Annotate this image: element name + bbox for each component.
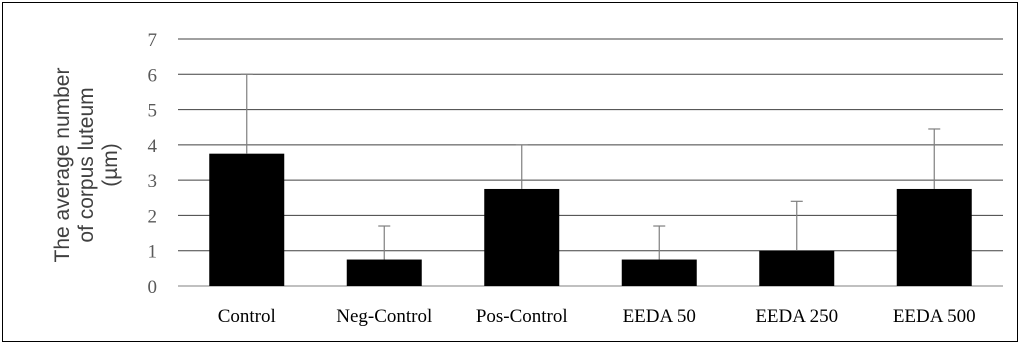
y-tick-label: 2 [148,206,158,227]
y-tick-label: 5 [148,101,158,122]
bar-neg-control [346,259,422,286]
x-category-label: EEDA 50 [623,306,696,327]
bar-eeda-50 [621,259,697,286]
x-category-label: EEDA 500 [893,306,976,327]
y-tick-label: 7 [148,30,158,51]
bars [209,153,972,286]
bar-control [209,153,285,286]
y-axis-title-line-3: (µm) [99,143,122,187]
y-tick-label: 0 [148,277,158,298]
bar-eeda-250 [759,250,835,286]
bar-pos-control [484,188,560,286]
x-category-label: Control [218,306,276,327]
y-axis-title: The average number of corpus luteum (µm) [51,68,122,263]
x-category-label: Pos-Control [476,306,568,327]
x-category-label: EEDA 250 [755,306,838,327]
y-axis-title-line-2: of corpus luteum [75,87,98,242]
x-category-labels: Control Neg-Control Pos-Control EEDA 50 EEDA… [218,306,976,327]
y-tick-label: 3 [148,171,158,192]
y-tick-label: 6 [148,65,158,86]
y-tick-labels: 0 1 2 3 4 5 6 7 [148,30,158,298]
gridlines [178,38,1003,287]
error-bars [240,73,941,260]
x-category-label: Neg-Control [336,306,432,327]
y-axis-title-line-1: The average number [51,68,74,263]
y-tick-label: 1 [148,242,158,263]
y-tick-label: 4 [148,136,158,157]
bar-eeda-500 [896,188,972,286]
